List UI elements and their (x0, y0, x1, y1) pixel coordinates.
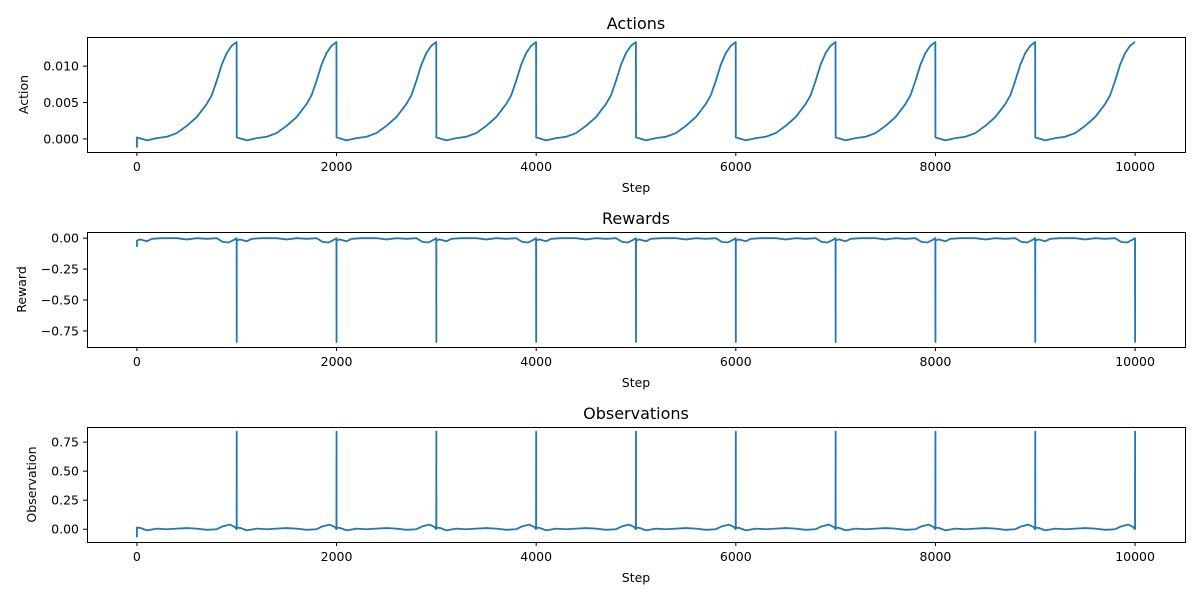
y-tick-label: 0.50 (51, 464, 79, 479)
y-axis-label: Observation (24, 446, 39, 522)
plot-frame (87, 232, 1186, 348)
subplot-3: Observations 0 2000 4000 6000 8000 10000 0.00 0.… (24, 404, 1186, 585)
series-line (136, 430, 1136, 538)
x-tick-label: 4000 (520, 159, 552, 174)
subplot-1: Actions 0 2000 4000 6000 8000 10000 0.000 0.005 0… (16, 14, 1186, 195)
x-tick-label: 2000 (321, 159, 353, 174)
x-tick-label: 0 (133, 159, 141, 174)
x-tick-label: 0 (133, 354, 141, 369)
y-tick-label: −0.75 (41, 323, 79, 338)
x-tick-label: 4000 (520, 354, 552, 369)
subplot-title: Rewards (602, 209, 670, 228)
y-tick-label: −0.50 (41, 293, 79, 308)
x-tick-label: 10000 (1115, 549, 1155, 564)
x-axis-label: Step (622, 375, 651, 390)
plot-frame (87, 427, 1186, 543)
y-tick-label: 0.00 (51, 522, 79, 537)
y-tick-label: 0.010 (43, 59, 79, 74)
x-axis-label: Step (622, 570, 651, 585)
x-axis-label: Step (622, 180, 651, 195)
y-axis-label: Action (16, 75, 31, 114)
x-tick-label: 8000 (920, 354, 952, 369)
y-tick-label: 0.005 (43, 95, 79, 110)
x-tick-label: 4000 (520, 549, 552, 564)
x-tick-label: 8000 (920, 159, 952, 174)
subplot-2: Rewards 0 2000 4000 6000 8000 10000 0.00 −0.25 −0… (14, 209, 1186, 390)
subplot-title: Observations (583, 404, 689, 423)
x-tick-label: 8000 (920, 549, 952, 564)
y-tick-label: 0.25 (51, 493, 79, 508)
y-tick-label: 0.75 (51, 435, 79, 450)
x-tick-label: 10000 (1115, 354, 1155, 369)
series-line (136, 237, 1136, 343)
series-line (136, 41, 1136, 148)
x-tick-label: 0 (133, 549, 141, 564)
x-tick-label: 10000 (1115, 159, 1155, 174)
x-tick-label: 6000 (720, 549, 752, 564)
x-tick-label: 2000 (321, 354, 353, 369)
y-tick-label: 0.00 (51, 231, 79, 246)
y-tick-label: −0.25 (41, 262, 79, 277)
x-tick-label: 6000 (720, 159, 752, 174)
y-axis-label: Reward (14, 266, 29, 313)
y-tick-label: 0.000 (43, 131, 79, 146)
x-tick-label: 2000 (321, 549, 353, 564)
x-tick-label: 6000 (720, 354, 752, 369)
plot-frame (87, 37, 1186, 153)
subplot-title: Actions (607, 14, 665, 33)
